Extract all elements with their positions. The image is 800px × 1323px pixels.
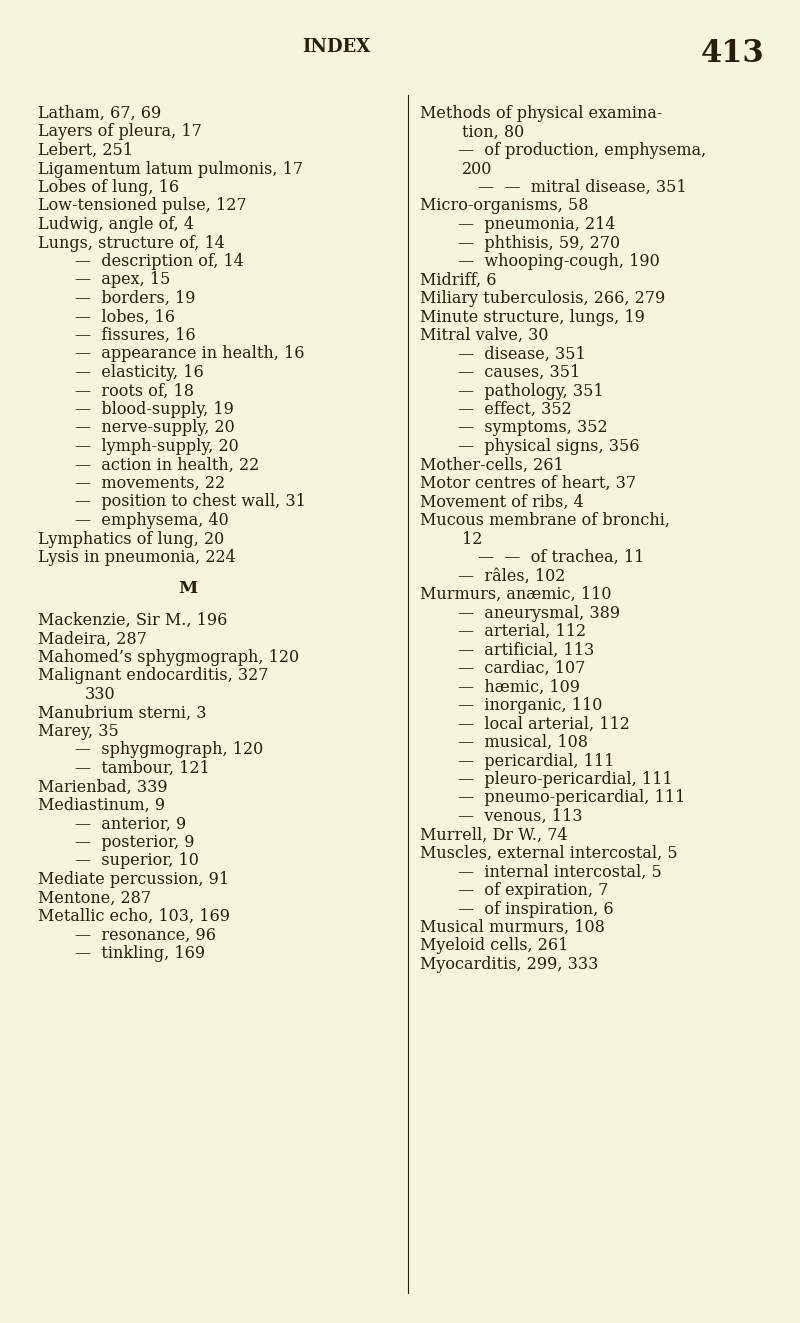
Text: —  roots of, 18: — roots of, 18	[75, 382, 194, 400]
Text: —  resonance, 96: — resonance, 96	[75, 926, 216, 943]
Text: —  artificial, 113: — artificial, 113	[458, 642, 594, 659]
Text: Mother-cells, 261: Mother-cells, 261	[420, 456, 564, 474]
Text: —  pneumonia, 214: — pneumonia, 214	[458, 216, 615, 233]
Text: Metallic echo, 103, 169: Metallic echo, 103, 169	[38, 908, 230, 925]
Text: M: M	[178, 581, 198, 598]
Text: Muscles, external intercostal, 5: Muscles, external intercostal, 5	[420, 845, 678, 863]
Text: —  tinkling, 169: — tinkling, 169	[75, 945, 205, 962]
Text: —  symptoms, 352: — symptoms, 352	[458, 419, 608, 437]
Text: —  venous, 113: — venous, 113	[458, 808, 582, 826]
Text: Midriff, 6: Midriff, 6	[420, 271, 497, 288]
Text: —  position to chest wall, 31: — position to chest wall, 31	[75, 493, 306, 511]
Text: Low-tensioned pulse, 127: Low-tensioned pulse, 127	[38, 197, 246, 214]
Text: —  of expiration, 7: — of expiration, 7	[458, 882, 608, 900]
Text: tion, 80: tion, 80	[462, 123, 524, 140]
Text: Lebert, 251: Lebert, 251	[38, 142, 133, 159]
Text: —  appearance in health, 16: — appearance in health, 16	[75, 345, 305, 363]
Text: Mentone, 287: Mentone, 287	[38, 889, 151, 906]
Text: —  causes, 351: — causes, 351	[458, 364, 580, 381]
Text: 330: 330	[85, 685, 116, 703]
Text: —  anterior, 9: — anterior, 9	[75, 815, 186, 832]
Text: —  râles, 102: — râles, 102	[458, 568, 566, 585]
Text: —  hæmic, 109: — hæmic, 109	[458, 679, 580, 696]
Text: Manubrium sterni, 3: Manubrium sterni, 3	[38, 704, 206, 721]
Text: —  action in health, 22: — action in health, 22	[75, 456, 259, 474]
Text: Myeloid cells, 261: Myeloid cells, 261	[420, 938, 568, 954]
Text: Lysis in pneumonia, 224: Lysis in pneumonia, 224	[38, 549, 236, 566]
Text: —  cardiac, 107: — cardiac, 107	[458, 660, 586, 677]
Text: —  emphysema, 40: — emphysema, 40	[75, 512, 229, 529]
Text: —  phthisis, 59, 270: — phthisis, 59, 270	[458, 234, 620, 251]
Text: —  posterior, 9: — posterior, 9	[75, 833, 194, 851]
Text: Murrell, Dr W., 74: Murrell, Dr W., 74	[420, 827, 568, 844]
Text: —  aneurysmal, 389: — aneurysmal, 389	[458, 605, 620, 622]
Text: Lungs, structure of, 14: Lungs, structure of, 14	[38, 234, 225, 251]
Text: —  of inspiration, 6: — of inspiration, 6	[458, 901, 614, 917]
Text: —  pathology, 351: — pathology, 351	[458, 382, 604, 400]
Text: Murmurs, anæmic, 110: Murmurs, anæmic, 110	[420, 586, 611, 603]
Text: 12: 12	[462, 531, 482, 548]
Text: —  pleuro-pericardial, 111: — pleuro-pericardial, 111	[458, 771, 673, 789]
Text: Mitral valve, 30: Mitral valve, 30	[420, 327, 549, 344]
Text: —  nerve-supply, 20: — nerve-supply, 20	[75, 419, 234, 437]
Text: —  —  mitral disease, 351: — — mitral disease, 351	[478, 179, 686, 196]
Text: —  fissures, 16: — fissures, 16	[75, 327, 196, 344]
Text: Mucous membrane of bronchi,: Mucous membrane of bronchi,	[420, 512, 670, 529]
Text: Lobes of lung, 16: Lobes of lung, 16	[38, 179, 179, 196]
Text: —  lymph-supply, 20: — lymph-supply, 20	[75, 438, 238, 455]
Text: —  musical, 108: — musical, 108	[458, 734, 588, 751]
Text: —  lobes, 16: — lobes, 16	[75, 308, 175, 325]
Text: —  elasticity, 16: — elasticity, 16	[75, 364, 204, 381]
Text: Myocarditis, 299, 333: Myocarditis, 299, 333	[420, 957, 598, 972]
Text: —  pericardial, 111: — pericardial, 111	[458, 753, 614, 770]
Text: —  of production, emphysema,: — of production, emphysema,	[458, 142, 706, 159]
Text: INDEX: INDEX	[302, 38, 370, 56]
Text: —  tambour, 121: — tambour, 121	[75, 759, 210, 777]
Text: Ligamentum latum pulmonis, 17: Ligamentum latum pulmonis, 17	[38, 160, 303, 177]
Text: Lymphatics of lung, 20: Lymphatics of lung, 20	[38, 531, 224, 548]
Text: —  physical signs, 356: — physical signs, 356	[458, 438, 639, 455]
Text: Micro-organisms, 58: Micro-organisms, 58	[420, 197, 589, 214]
Text: Marienbad, 339: Marienbad, 339	[38, 778, 168, 795]
Text: Marey, 35: Marey, 35	[38, 722, 118, 740]
Text: Mackenzie, Sir M., 196: Mackenzie, Sir M., 196	[38, 613, 227, 628]
Text: Malignant endocarditis, 327: Malignant endocarditis, 327	[38, 667, 269, 684]
Text: Minute structure, lungs, 19: Minute structure, lungs, 19	[420, 308, 645, 325]
Text: Methods of physical examina-: Methods of physical examina-	[420, 105, 662, 122]
Text: Miliary tuberculosis, 266, 279: Miliary tuberculosis, 266, 279	[420, 290, 666, 307]
Text: —  description of, 14: — description of, 14	[75, 253, 244, 270]
Text: —  effect, 352: — effect, 352	[458, 401, 572, 418]
Text: —  sphygmograph, 120: — sphygmograph, 120	[75, 741, 263, 758]
Text: Madeira, 287: Madeira, 287	[38, 630, 147, 647]
Text: Ludwig, angle of, 4: Ludwig, angle of, 4	[38, 216, 194, 233]
Text: —  superior, 10: — superior, 10	[75, 852, 199, 869]
Text: —  apex, 15: — apex, 15	[75, 271, 170, 288]
Text: —  whooping-cough, 190: — whooping-cough, 190	[458, 253, 660, 270]
Text: Motor centres of heart, 37: Motor centres of heart, 37	[420, 475, 636, 492]
Text: 413: 413	[702, 38, 765, 69]
Text: —  borders, 19: — borders, 19	[75, 290, 195, 307]
Text: Mediate percussion, 91: Mediate percussion, 91	[38, 871, 229, 888]
Text: 200: 200	[462, 160, 492, 177]
Text: —  internal intercostal, 5: — internal intercostal, 5	[458, 864, 662, 881]
Text: —  —  of trachea, 11: — — of trachea, 11	[478, 549, 644, 566]
Text: Musical murmurs, 108: Musical murmurs, 108	[420, 919, 605, 935]
Text: —  disease, 351: — disease, 351	[458, 345, 586, 363]
Text: —  movements, 22: — movements, 22	[75, 475, 225, 492]
Text: Movement of ribs, 4: Movement of ribs, 4	[420, 493, 584, 511]
Text: —  arterial, 112: — arterial, 112	[458, 623, 586, 640]
Text: —  pneumo-pericardial, 111: — pneumo-pericardial, 111	[458, 790, 686, 807]
Text: Latham, 67, 69: Latham, 67, 69	[38, 105, 162, 122]
Text: —  inorganic, 110: — inorganic, 110	[458, 697, 602, 714]
Text: Mediastinum, 9: Mediastinum, 9	[38, 796, 165, 814]
Text: Mahomed’s sphygmograph, 120: Mahomed’s sphygmograph, 120	[38, 648, 299, 665]
Text: —  local arterial, 112: — local arterial, 112	[458, 716, 630, 733]
Text: Layers of pleura, 17: Layers of pleura, 17	[38, 123, 202, 140]
Text: —  blood-supply, 19: — blood-supply, 19	[75, 401, 234, 418]
